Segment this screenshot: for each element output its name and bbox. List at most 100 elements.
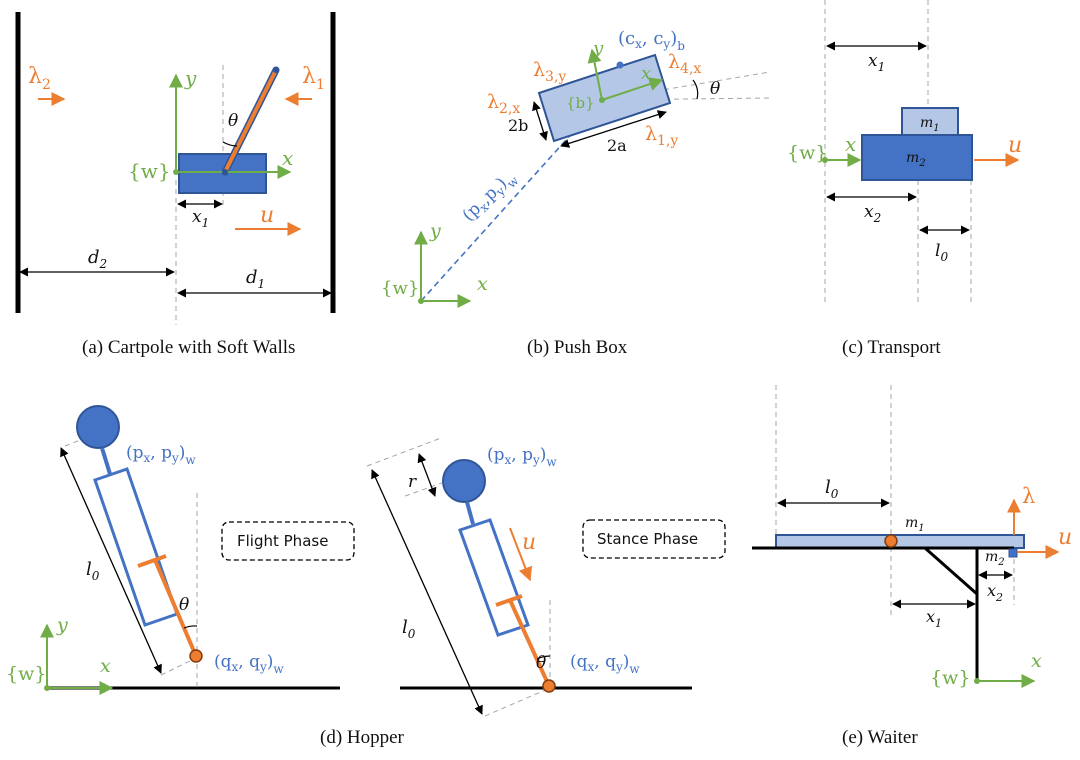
piston-rod-stance — [508, 599, 551, 687]
theta-label-flight: θ — [179, 595, 189, 615]
box-origin-dot — [599, 97, 605, 103]
m1-label: m1 — [920, 115, 940, 134]
l0-label: l0 — [825, 477, 839, 501]
world-x-label: x — [100, 655, 111, 677]
panel-transport: x1 m1 m2 x {w} u x2 l0 (c) Transport — [787, 0, 1022, 358]
mass-m1 — [901, 107, 959, 136]
pole-tip — [273, 67, 279, 73]
box-x-axis — [601, 77, 664, 101]
leg-extension-dash-stance — [366, 437, 442, 467]
x-axis-label: x — [845, 132, 856, 156]
box-y-axis — [587, 48, 603, 101]
m1-label: m1 — [905, 515, 925, 534]
d2-label: d2 — [88, 247, 107, 271]
r-dimension — [417, 453, 437, 497]
caption-d: (d) Hopper — [320, 727, 405, 748]
u-label: u — [1058, 525, 1072, 550]
lambda4-label: λ4,x — [668, 51, 701, 77]
lambda3-label: λ3,y — [533, 59, 566, 85]
two-b-dimension — [532, 101, 548, 141]
panel-hopper: θ l0 (px, py)w (qx, qy)w Flight Phase y … — [6, 405, 726, 748]
foot-stance — [542, 679, 556, 693]
world-origin-dot — [418, 298, 424, 304]
foot-flight — [189, 649, 203, 663]
theta-arc-stance — [536, 655, 551, 660]
x-axis-label: x — [282, 146, 293, 170]
box-x-label: x — [641, 63, 651, 84]
world-x-label: x — [1031, 650, 1042, 672]
world-frame-label: {w} — [6, 663, 46, 685]
origin-dot — [822, 157, 828, 163]
foot-extension-dash-flight — [160, 657, 197, 676]
l0-label-stance: l0 — [402, 617, 416, 641]
flight-phase-box — [221, 521, 355, 561]
theta-label: θ — [710, 79, 720, 99]
piston-head-stance — [495, 594, 523, 607]
theta-label: θ — [228, 111, 238, 131]
theta-arc — [692, 79, 699, 100]
lambda1-label: λ1,y — [645, 123, 678, 149]
leg-upper-rod-flight — [100, 447, 112, 475]
tray — [775, 534, 1025, 549]
foot-position-label-flight: (qx, qy)w — [214, 652, 284, 676]
l0-label: l0 — [935, 241, 948, 264]
y-axis-label: y — [184, 66, 197, 90]
m2-label: m2 — [985, 549, 1005, 568]
mass-m1-point — [884, 534, 898, 548]
hopper-body-stance — [442, 459, 486, 503]
two-b-label: 2b — [508, 116, 528, 135]
stance-phase-label: Stance Phase — [597, 530, 698, 548]
two-a-dimension — [560, 110, 667, 148]
foot-extension-dash-stance — [484, 687, 551, 717]
mass-m2-block — [1008, 548, 1018, 558]
pole-inner — [223, 68, 278, 174]
cart-center-dot — [222, 169, 228, 175]
caption-a: (a) Cartpole with Soft Walls — [82, 337, 295, 358]
caption-c: (c) Transport — [842, 337, 941, 358]
foot-position-label-stance: (qx, qy)w — [570, 652, 640, 676]
box-y-label: y — [592, 38, 604, 59]
d1-label: d1 — [246, 267, 265, 291]
u-label: u — [522, 530, 536, 555]
world-frame-label: {w} — [787, 142, 827, 164]
m2-label: m2 — [906, 150, 926, 169]
world-frame-label: {w} — [930, 667, 970, 689]
world-origin-dot — [44, 685, 50, 691]
two-a-label: 2a — [607, 136, 627, 155]
panel-waiter: l0 m1 m2 λ u x2 x1 x {w} (e) Waiter — [752, 385, 1072, 748]
world-y-label: y — [56, 614, 68, 636]
lambda2-label: λ2 — [28, 64, 51, 93]
lambda2-label: λ2,x — [487, 91, 520, 117]
position-label: (px,py)w — [459, 166, 522, 228]
world-y-label: y — [429, 220, 441, 242]
r-label: r — [408, 472, 417, 492]
piston-rod-flight — [153, 559, 198, 657]
arm-brace — [924, 546, 978, 596]
lambda1-label: λ1 — [302, 64, 325, 93]
theta-arc — [222, 141, 238, 147]
body-position-label-flight: (px, py)w — [126, 443, 196, 467]
piston-head-flight — [137, 554, 167, 568]
world-origin-dot — [974, 678, 980, 684]
u-force-arrow — [509, 527, 533, 582]
mass-m2 — [861, 134, 973, 181]
x1-label: x1 — [926, 607, 942, 630]
caption-e: (e) Waiter — [842, 727, 918, 748]
world-x-label: x — [477, 273, 488, 295]
x2-label: x2 — [864, 202, 881, 225]
u-label: u — [1008, 133, 1022, 158]
stance-phase-box — [582, 519, 726, 559]
u-label: u — [260, 203, 274, 228]
body-position-label-stance: (px, py)w — [487, 445, 557, 469]
theta-arc-flight — [183, 625, 198, 629]
x1-label: x1 — [868, 51, 885, 74]
l0-dimension-flight — [60, 447, 162, 674]
x1-label: x1 — [192, 207, 209, 230]
caption-b: (b) Push Box — [527, 337, 628, 358]
world-frame-label: {w} — [128, 159, 171, 183]
body-frame-label: {b} — [566, 94, 595, 112]
world-frame-label: {w} — [381, 278, 419, 299]
leg-cylinder-flight — [93, 467, 179, 627]
x2-label: x2 — [987, 581, 1003, 604]
